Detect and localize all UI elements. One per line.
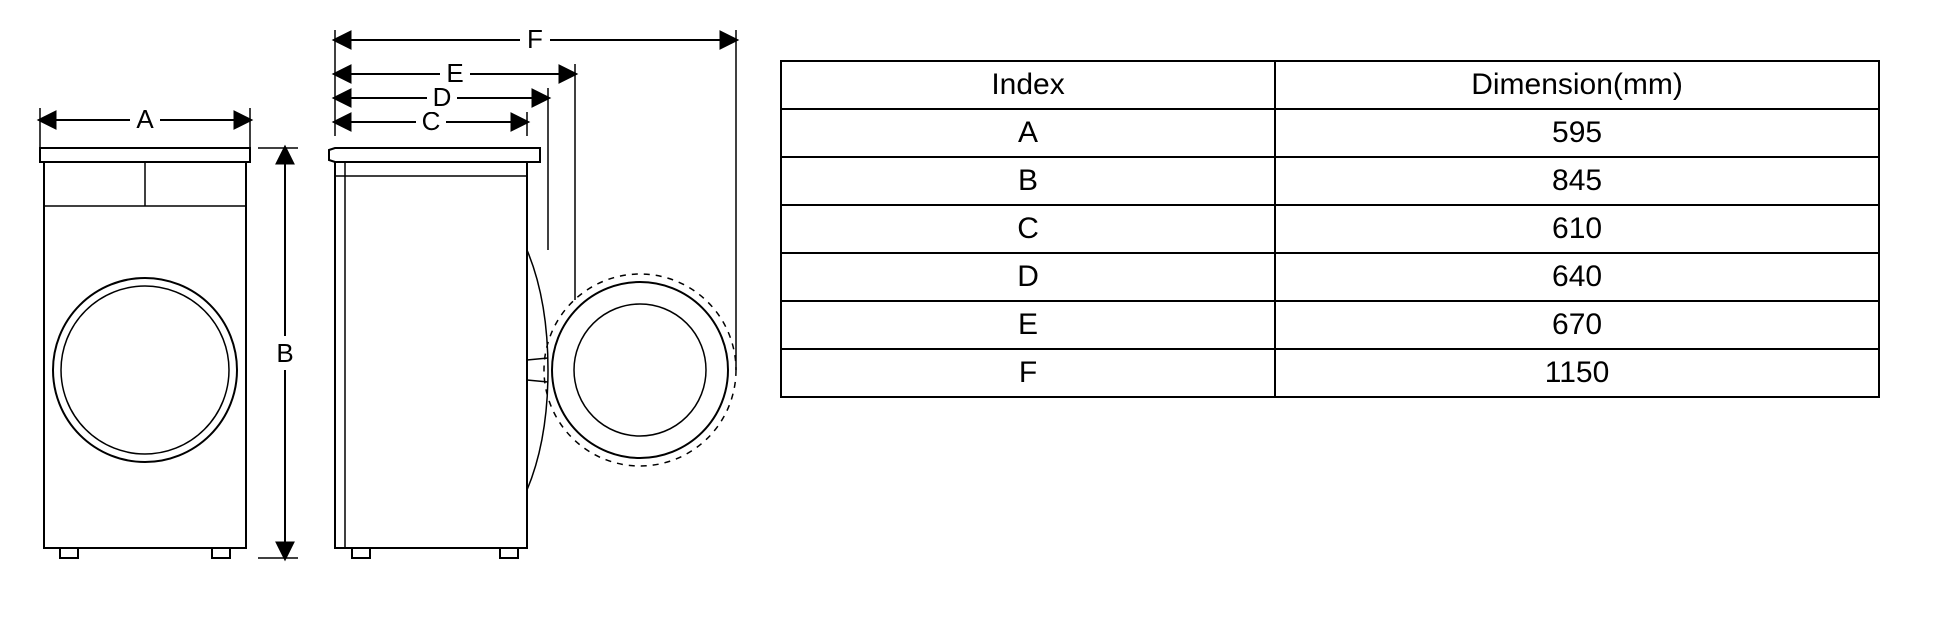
col-header-dimension: Dimension(mm) (1275, 61, 1879, 109)
side-view (329, 148, 736, 558)
cell-value: 670 (1275, 301, 1879, 349)
table-row: D 640 (781, 253, 1879, 301)
cell-index: F (781, 349, 1275, 397)
table-row: A 595 (781, 109, 1879, 157)
cell-index: E (781, 301, 1275, 349)
diagram-svg: A B (0, 0, 780, 624)
label-A: A (136, 104, 154, 134)
label-B: B (276, 338, 293, 368)
label-E: E (446, 58, 463, 88)
dim-A: A (40, 104, 250, 150)
dim-B: B (258, 148, 300, 558)
page: A B (0, 0, 1953, 624)
cell-index: C (781, 205, 1275, 253)
dim-F: F (335, 24, 736, 370)
table-row: B 845 (781, 157, 1879, 205)
cell-index: A (781, 109, 1275, 157)
table-row: C 610 (781, 205, 1879, 253)
dimension-diagram: A B (0, 0, 780, 624)
col-header-index: Index (781, 61, 1275, 109)
label-F: F (527, 24, 543, 54)
dim-D: D (335, 82, 548, 250)
table-row: E 670 (781, 301, 1879, 349)
table-row: F 1150 (781, 349, 1879, 397)
cell-value: 845 (1275, 157, 1879, 205)
cell-value: 595 (1275, 109, 1879, 157)
cell-index: B (781, 157, 1275, 205)
table-header-row: Index Dimension(mm) (781, 61, 1879, 109)
front-view (40, 148, 250, 558)
cell-index: D (781, 253, 1275, 301)
dimension-table: Index Dimension(mm) A 595 B 845 C 610 (780, 60, 1880, 398)
cell-value: 1150 (1275, 349, 1879, 397)
cell-value: 610 (1275, 205, 1879, 253)
cell-value: 640 (1275, 253, 1879, 301)
dimension-table-area: Index Dimension(mm) A 595 B 845 C 610 (780, 60, 1910, 398)
